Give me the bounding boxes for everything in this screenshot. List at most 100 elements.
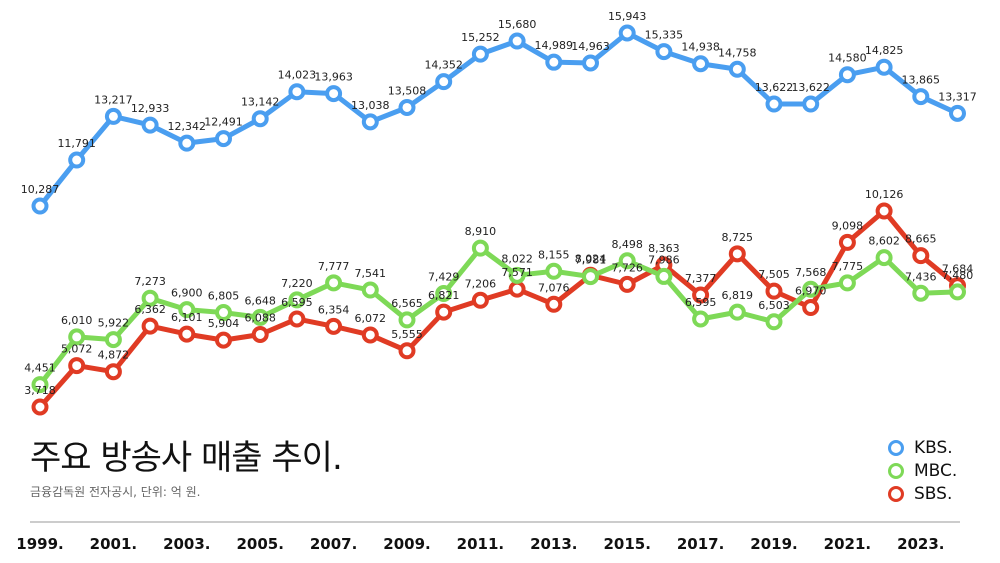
data-point-mbc [361,281,379,299]
data-point-kbs [361,113,379,131]
data-point-mbc [618,252,636,270]
data-point-kbs [68,151,86,169]
data-label-kbs: 14,938 [681,41,720,54]
data-label-mbc: 6,648 [244,294,276,307]
legend: KBS. MBC. SBS. [888,436,957,505]
data-point-kbs [765,95,783,113]
data-point-mbc [215,304,232,322]
data-label-sbs: 4,872 [98,349,130,362]
series-layer [31,24,966,416]
data-point-mbc [802,280,820,298]
data-label-sbs: 6,101 [171,311,203,324]
data-point-kbs [251,110,269,128]
data-label-mbc: 7,777 [318,260,350,273]
data-label-kbs: 13,622 [791,81,830,94]
data-point-mbc [728,303,746,321]
data-point-mbc [545,262,563,280]
data-point-kbs [141,116,159,134]
data-label-sbs: 7,377 [685,272,717,285]
data-label-mbc: 6,819 [722,289,754,302]
data-point-kbs [471,45,489,63]
data-point-kbs [692,55,710,73]
data-point-sbs [728,245,746,263]
data-label-sbs: 6,821 [428,289,460,302]
data-label-sbs: 8,363 [648,242,680,255]
data-point-mbc [251,308,269,326]
data-point-mbc [875,249,893,267]
data-point-kbs [435,73,453,91]
data-point-sbs [325,317,343,335]
data-label-mbc: 7,273 [134,275,166,288]
data-label-sbs: 6,970 [795,285,827,298]
legend-label-sbs: SBS. [914,483,953,504]
data-point-sbs [68,357,86,375]
data-point-sbs [471,291,489,309]
data-label-sbs: 8,725 [722,231,754,244]
data-label-sbs: 7,076 [538,281,570,294]
data-label-kbs: 14,758 [718,46,757,59]
data-point-mbc [765,313,783,331]
data-label-kbs: 13,622 [755,81,794,94]
legend-marker-sbs [888,485,904,502]
data-point-sbs [875,202,893,220]
data-point-sbs [215,331,232,349]
data-label-kbs: 11,791 [57,137,96,150]
data-label-sbs: 7,505 [758,268,790,281]
data-label-sbs: 7,726 [611,261,643,274]
data-point-sbs [692,286,710,304]
data-point-kbs [325,85,343,103]
data-label-kbs: 14,023 [278,69,317,82]
data-label-mbc: 6,503 [758,299,790,312]
data-point-sbs [618,275,636,293]
data-point-mbc [471,239,489,257]
data-point-mbc [582,268,599,286]
data-point-kbs [545,53,563,71]
data-label-kbs: 10,287 [21,183,60,196]
data-point-kbs [618,24,636,42]
data-label-mbc: 7,986 [648,253,680,266]
data-point-kbs [655,43,673,61]
data-point-mbc [288,291,306,309]
data-label-kbs: 14,963 [571,40,610,53]
data-point-kbs [912,88,930,106]
data-label-kbs: 14,825 [865,44,904,57]
data-point-kbs [802,95,820,113]
data-label-sbs: 5,904 [208,317,240,330]
data-point-mbc [398,311,416,329]
data-label-sbs: 7,206 [465,277,497,290]
data-point-sbs [912,247,930,265]
data-point-sbs [104,363,122,381]
data-label-sbs: 7,684 [942,263,974,276]
data-label-sbs: 5,555 [391,328,423,341]
data-label-mbc: 7,436 [905,270,937,283]
data-point-mbc [178,301,196,319]
data-point-sbs [838,233,856,251]
data-label-sbs: 6,072 [355,312,387,325]
data-label-mbc: 7,480 [942,269,974,282]
legend-item-sbs: SBS. [888,482,957,505]
data-point-sbs [361,326,379,344]
data-label-sbs: 7,571 [501,266,533,279]
data-label-sbs: 6,362 [134,303,166,316]
data-label-kbs: 12,491 [204,116,243,129]
data-label-mbc: 6,805 [208,290,240,303]
x-tick-label: 2013. [530,535,577,553]
data-point-kbs [31,197,49,215]
data-label-mbc: 8,910 [465,225,497,238]
data-label-sbs: 3,718 [24,384,56,397]
data-label-mbc: 5,922 [98,317,130,330]
data-label-kbs: 14,580 [828,52,867,65]
x-tick-layer: 1999. 2001. 2003. 2005. 2007. 2009. 2011. 2013.… [16,535,944,553]
data-label-sbs: 8,665 [905,233,937,246]
data-label-mbc: 4,451 [24,362,56,375]
data-label-sbs: 6,354 [318,303,350,316]
data-point-kbs [875,58,893,76]
data-label-kbs: 13,865 [902,74,941,87]
x-tick-label: 2003. [163,535,210,553]
data-point-kbs [838,66,856,84]
data-label-kbs: 15,943 [608,10,647,23]
data-point-mbc [435,284,453,302]
data-point-sbs [435,303,453,321]
data-point-mbc [141,289,159,307]
